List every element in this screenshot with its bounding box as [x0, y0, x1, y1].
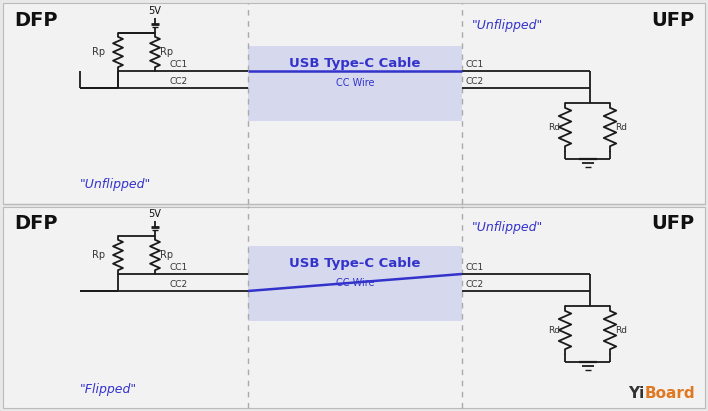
Text: 5V: 5V — [149, 6, 161, 16]
Text: "Unflipped": "Unflipped" — [472, 19, 543, 32]
Text: Rp: Rp — [92, 250, 105, 260]
Text: CC1: CC1 — [466, 60, 484, 69]
Text: Rd: Rd — [615, 326, 627, 335]
Text: Board: Board — [645, 386, 696, 401]
Text: Rp: Rp — [160, 250, 173, 260]
Text: CC1: CC1 — [170, 60, 188, 69]
Text: Rp: Rp — [160, 47, 173, 57]
Text: CC2: CC2 — [170, 280, 188, 289]
Text: Rd: Rd — [548, 326, 560, 335]
Text: DFP: DFP — [14, 214, 57, 233]
Text: "Unflipped": "Unflipped" — [472, 221, 543, 234]
Bar — [248, 46, 462, 121]
Text: Rp: Rp — [92, 47, 105, 57]
Text: DFP: DFP — [14, 11, 57, 30]
Bar — [3, 207, 705, 408]
Text: UFP: UFP — [651, 214, 694, 233]
Text: UFP: UFP — [651, 11, 694, 30]
Text: CC Wire: CC Wire — [336, 278, 375, 288]
Text: Yi: Yi — [628, 386, 644, 401]
Text: USB Type-C Cable: USB Type-C Cable — [290, 256, 421, 270]
Text: CC2: CC2 — [466, 280, 484, 289]
Text: CC Wire: CC Wire — [336, 78, 375, 88]
Text: 5V: 5V — [149, 209, 161, 219]
Text: USB Type-C Cable: USB Type-C Cable — [290, 56, 421, 69]
Text: "Unflipped": "Unflipped" — [80, 178, 152, 191]
Text: CC2: CC2 — [466, 77, 484, 86]
Bar — [3, 3, 705, 204]
Text: CC2: CC2 — [170, 77, 188, 86]
Text: Rd: Rd — [615, 122, 627, 132]
Text: CC1: CC1 — [466, 263, 484, 272]
Text: Rd: Rd — [548, 122, 560, 132]
Bar — [248, 246, 462, 321]
Text: "Flipped": "Flipped" — [80, 383, 137, 396]
Text: CC1: CC1 — [170, 263, 188, 272]
